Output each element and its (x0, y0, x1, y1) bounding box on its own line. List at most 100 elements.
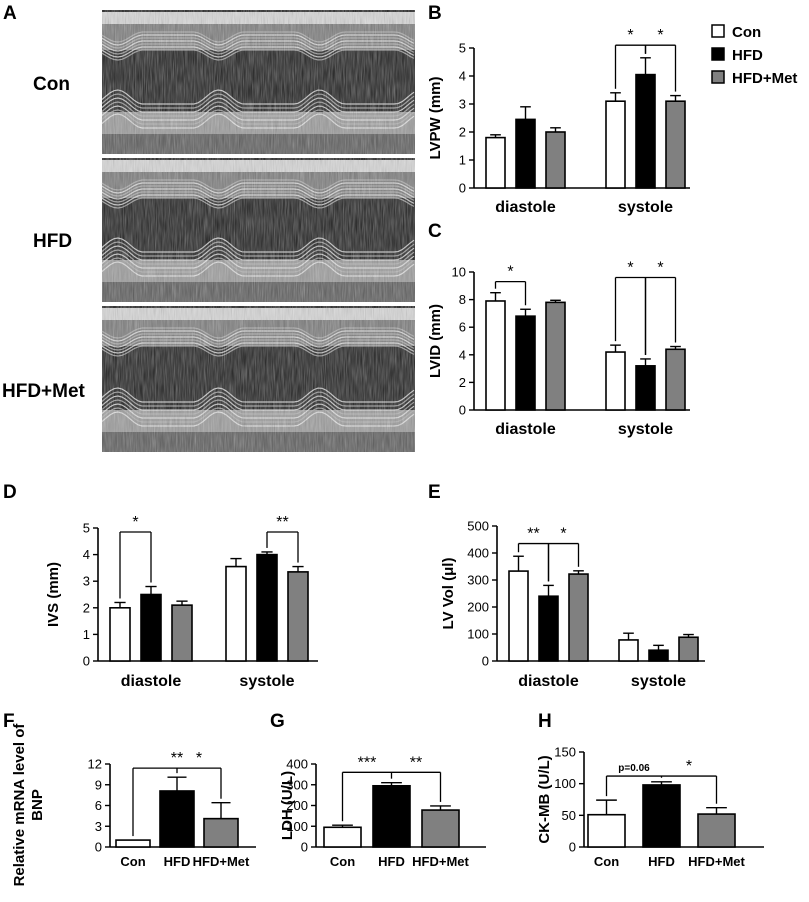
significance-label: * (686, 758, 692, 775)
bar (665, 100, 686, 189)
x-category-label: HFD (648, 854, 675, 869)
echo-row-label-con: Con (33, 74, 70, 95)
significance-label: * (627, 260, 633, 277)
y-tick-label: 300 (286, 777, 308, 792)
y-tick-label: 100 (467, 627, 489, 642)
bar (159, 790, 195, 848)
y-tick-label: 0 (482, 654, 489, 669)
x-category-label: diastole (495, 421, 556, 438)
y-tick-label: 4 (459, 69, 466, 84)
legend-label-hfd-met: HFD+Met (732, 70, 797, 87)
bar (287, 571, 309, 662)
y-tick-label: 4 (459, 347, 466, 362)
bar (256, 553, 278, 662)
panel-letter-h: H (538, 711, 552, 732)
panel-letter-g: G (270, 711, 285, 732)
y-tick-label: 100 (554, 776, 576, 791)
y-axis-title: LV Vol (μl) (440, 558, 457, 630)
significance-label: p=0.06 (618, 763, 650, 774)
y-tick-label: 300 (467, 573, 489, 588)
y-axis-title: LVID (mm) (427, 304, 444, 378)
echo-speckle (102, 10, 415, 154)
bar (635, 73, 656, 189)
significance-label: ** (171, 750, 183, 767)
y-axis-title: LVPW (mm) (427, 76, 444, 159)
significance-label: ** (527, 526, 539, 543)
bar (171, 604, 193, 662)
x-category-label: HFD (378, 854, 405, 869)
y-tick-label: 0 (459, 403, 466, 418)
y-axis-title-line-2: BNP (29, 789, 46, 821)
legend: Con HFD HFD+Met (711, 24, 797, 87)
significance-label: * (132, 514, 138, 531)
echo-row-label-hfd: HFD (33, 231, 72, 252)
x-category-label: HFD+Met (412, 854, 469, 869)
panel-letter-b: B (428, 3, 442, 24)
x-category-label: systole (618, 421, 673, 438)
y-tick-label: 6 (459, 320, 466, 335)
bar (485, 136, 506, 189)
echo-images (101, 10, 415, 452)
x-category-label: diastole (518, 673, 579, 690)
y-tick-label: 0 (83, 654, 90, 669)
panel-letter-c: C (428, 221, 442, 242)
legend-label-hfd: HFD (732, 47, 763, 64)
y-axis-title-line-1: Relative mRNA level of (11, 723, 28, 887)
bar (109, 606, 131, 662)
bar (635, 365, 656, 411)
y-tick-label: 2 (83, 600, 90, 615)
bar (225, 565, 247, 662)
bar (605, 100, 626, 189)
y-tick-label: 3 (95, 819, 102, 834)
x-category-label: Con (330, 854, 355, 869)
y-tick-label: 0 (459, 181, 466, 196)
echo-row-label-hfd-met: HFD+Met (2, 381, 86, 402)
x-category-label: HFD+Met (688, 854, 745, 869)
y-tick-label: 50 (562, 808, 576, 823)
echo-speckle (102, 158, 415, 302)
y-tick-label: 0 (301, 840, 308, 855)
bar (545, 301, 566, 411)
bar (545, 131, 566, 189)
y-tick-label: 5 (459, 41, 466, 56)
y-tick-label: 3 (459, 97, 466, 112)
x-category-label: HFD (164, 854, 191, 869)
y-tick-label: 10 (452, 265, 466, 280)
echo-image-2 (101, 158, 415, 302)
y-tick-label: 500 (467, 519, 489, 534)
chart-panel-f: 0 3 6 9 12 Relative mRNA level of BNP Con HFD HFD… (11, 723, 256, 887)
significance-label: * (507, 264, 513, 281)
panel-letter-f: F (3, 711, 15, 732)
bar (538, 595, 559, 662)
y-tick-label: 150 (554, 745, 576, 760)
bar (642, 784, 681, 848)
x-category-label: diastole (495, 199, 556, 216)
legend-swatch-con (711, 24, 725, 38)
legend-swatch-hfd (711, 47, 725, 61)
y-tick-label: 400 (467, 546, 489, 561)
y-tick-label: 0 (95, 840, 102, 855)
legend-swatch-hfd-met (711, 70, 725, 84)
bar (421, 809, 460, 848)
bar (697, 813, 736, 848)
bar (115, 839, 151, 848)
y-tick-label: 1 (459, 153, 466, 168)
bar (587, 813, 626, 848)
x-category-label: Con (594, 854, 619, 869)
x-category-label: HFD+Met (193, 854, 250, 869)
x-category-label: systole (239, 673, 294, 690)
significance-label: ** (410, 754, 422, 771)
x-category-label: Con (120, 854, 145, 869)
bar (140, 593, 162, 662)
bar (665, 348, 686, 411)
bar (568, 573, 589, 662)
echo-speckle (102, 306, 415, 452)
significance-label: * (657, 27, 663, 44)
echo-image-1 (101, 10, 415, 154)
significance-label: * (627, 27, 633, 44)
significance-label: * (196, 750, 202, 767)
y-tick-label: 0 (569, 840, 576, 855)
